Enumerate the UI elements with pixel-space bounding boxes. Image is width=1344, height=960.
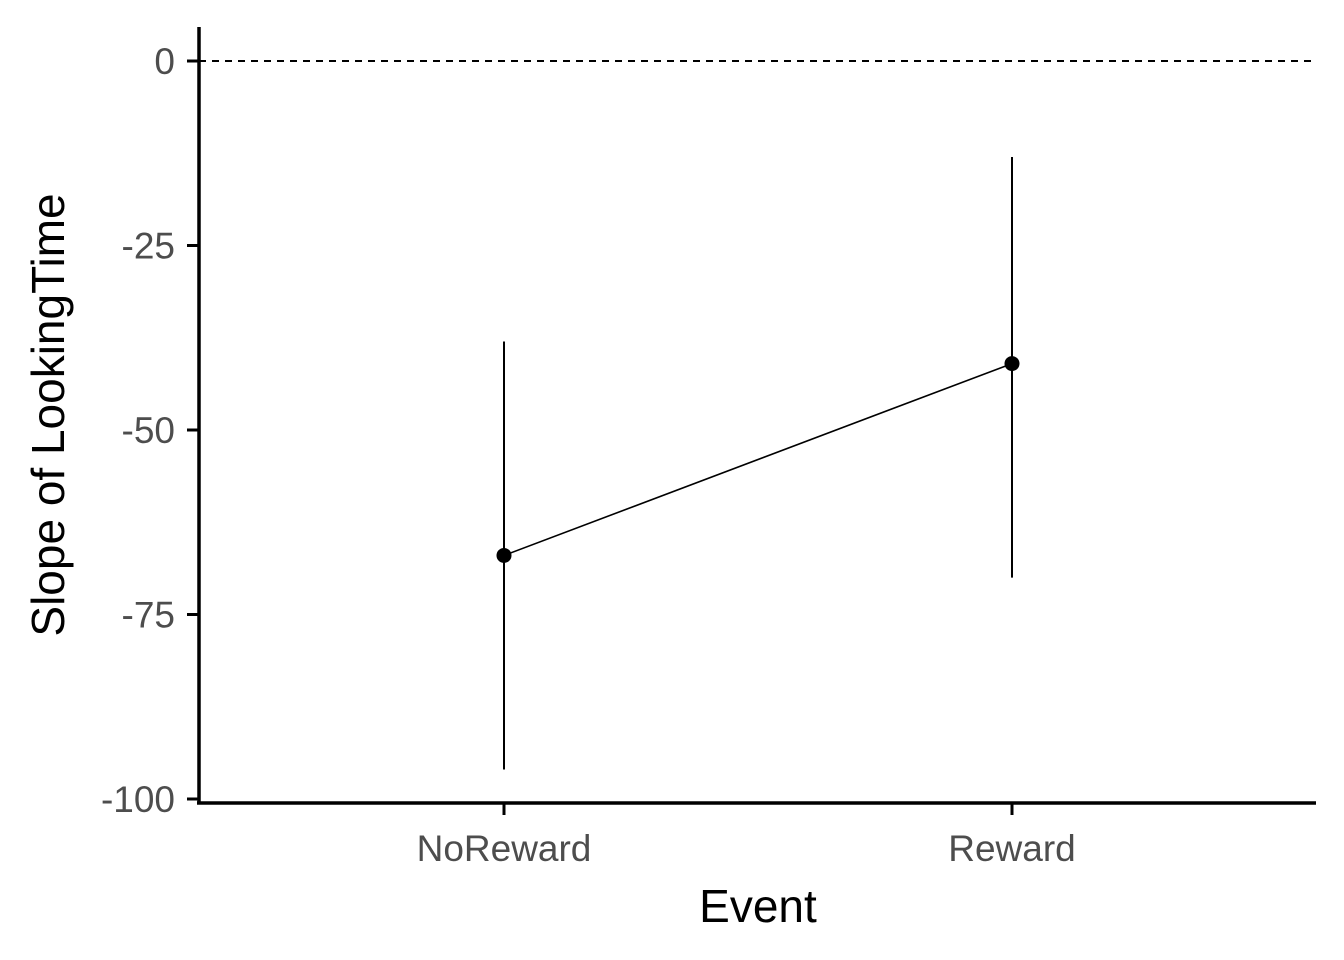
- x-tick-label: NoReward: [417, 828, 592, 869]
- data-point: [1004, 356, 1020, 372]
- y-tick-label: 0: [154, 41, 175, 82]
- y-tick-label: -75: [122, 595, 175, 636]
- x-tick-label: Reward: [948, 828, 1076, 869]
- data-point: [496, 547, 512, 563]
- y-axis-title: Slope of LookingTime: [22, 193, 74, 636]
- axes: 0 -25 -50 -75 -100 NoReward Reward: [101, 27, 1316, 869]
- y-tick-label: -50: [122, 410, 175, 451]
- x-axis-title: Event: [699, 880, 817, 932]
- series-line: [503, 362, 1013, 557]
- y-tick-label: -25: [122, 226, 175, 267]
- y-tick-label: -100: [101, 779, 175, 820]
- plot-area: [496, 156, 1020, 770]
